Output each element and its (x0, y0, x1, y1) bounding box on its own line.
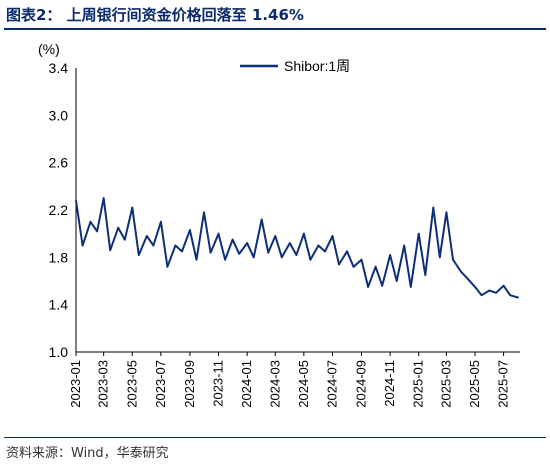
data-point (502, 284, 505, 287)
data-point (274, 235, 277, 237)
data-point (317, 244, 320, 247)
data-point (474, 286, 476, 288)
data-point (260, 218, 263, 221)
data-point (395, 280, 398, 282)
data-point (203, 211, 205, 214)
source-note: 资料来源：Wind，华泰研究 (6, 446, 169, 461)
series-line-shibor-1w (75, 197, 519, 299)
data-point (409, 286, 412, 288)
data-point (403, 244, 406, 247)
data-point (209, 251, 212, 254)
data-point (360, 258, 363, 261)
data-point (417, 232, 420, 235)
data-point (81, 244, 84, 247)
figure-title: 图表2： 上周银行间资金价格回落至 1.46% (6, 6, 304, 24)
data-point (338, 263, 340, 266)
data-point (374, 265, 377, 268)
line-chart: (%) 3.4 3.0 2.6 2.2 1.8 1.4 1.0 2023-01 2023-03… (38, 41, 520, 408)
data-point (152, 244, 155, 247)
data-point (189, 229, 191, 232)
data-point (389, 254, 392, 256)
data-point (246, 242, 249, 245)
data-point (331, 235, 334, 237)
data-point (452, 258, 454, 261)
data-point (309, 258, 312, 261)
data-point (288, 242, 291, 245)
x-tick-label: 2023-01 (68, 360, 83, 408)
data-point (267, 251, 270, 254)
x-tick-label: 2025-01 (411, 360, 426, 408)
data-point (174, 244, 177, 247)
x-tick-label: 2025-07 (496, 360, 511, 408)
x-tick-label: 2024-07 (324, 360, 339, 408)
data-point (159, 220, 162, 223)
data-point (466, 277, 469, 280)
data-point (102, 197, 105, 200)
data-point (295, 254, 298, 256)
data-point (137, 254, 140, 256)
data-point (231, 238, 234, 241)
data-point (495, 291, 497, 294)
x-tick-label: 2024-09 (354, 360, 369, 408)
data-point (460, 270, 462, 273)
y-tick-label: 2.2 (49, 202, 69, 218)
data-point (123, 238, 126, 241)
data-point (75, 199, 77, 202)
data-point (480, 294, 483, 297)
y-tick-label: 3.0 (49, 107, 69, 123)
data-point (424, 274, 427, 276)
data-point (224, 258, 226, 261)
data-point (252, 256, 255, 259)
x-tick-label: 2025-03 (438, 360, 453, 408)
y-tick-label: 1.8 (49, 249, 69, 265)
data-point (352, 265, 355, 268)
data-point (217, 232, 220, 235)
data-point (195, 258, 198, 261)
x-tick-label: 2024-03 (267, 360, 282, 408)
data-point (181, 250, 183, 253)
data-point (109, 249, 112, 252)
x-tick-label: 2023-07 (153, 360, 168, 408)
y-axis-unit-label: (%) (38, 41, 60, 57)
data-point (96, 230, 98, 233)
data-point (445, 211, 448, 214)
data-point (367, 286, 369, 288)
y-tick-label: 3.4 (49, 60, 69, 76)
data-point (238, 252, 241, 255)
data-point (145, 235, 148, 237)
x-tick-label: 2023-03 (96, 360, 111, 408)
source-rule (4, 437, 546, 438)
x-tick-label: 2024-05 (296, 360, 311, 408)
data-point (280, 256, 283, 259)
data-point (438, 256, 441, 259)
data-point (302, 232, 305, 235)
x-tick-label: 2025-05 (467, 360, 482, 408)
legend-label: Shibor:1周 (284, 58, 350, 74)
data-point (432, 206, 435, 209)
y-tick-label: 2.6 (49, 155, 69, 171)
x-tick-label: 2023-11 (211, 360, 226, 407)
data-point (131, 206, 134, 209)
data-point (381, 284, 384, 287)
data-point (166, 265, 169, 268)
x-tick-label: 2023-09 (182, 360, 197, 408)
data-point (346, 250, 348, 253)
y-tick-label: 1.4 (49, 297, 69, 313)
title-rule (4, 28, 546, 30)
data-point (509, 294, 512, 297)
data-point (89, 220, 92, 223)
data-point (517, 296, 520, 299)
data-point (488, 289, 491, 292)
x-tick-label: 2023-05 (124, 360, 139, 408)
x-tick-label: 2024-01 (239, 360, 254, 408)
y-tick-label: 1.0 (49, 344, 69, 360)
data-point (117, 226, 120, 229)
x-tick-label: 2024-11 (382, 360, 397, 407)
data-point (324, 250, 326, 253)
